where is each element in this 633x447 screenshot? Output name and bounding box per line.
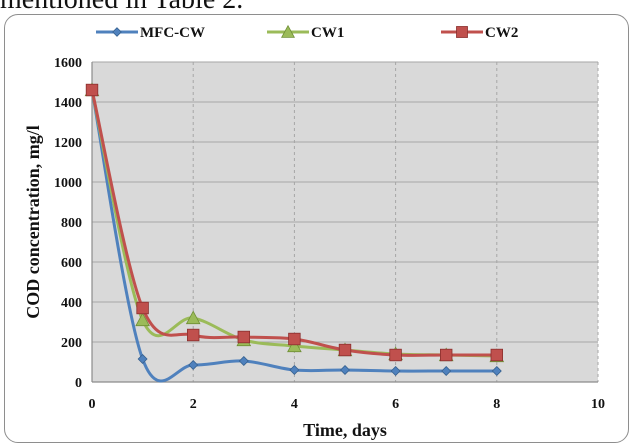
legend-item: CW2 (441, 25, 518, 41)
y-tick-label: 600 (61, 256, 82, 271)
y-tick-label: 1600 (54, 56, 82, 71)
y-axis-label: COD concentration, mg/l (23, 125, 43, 318)
data-point (441, 366, 452, 376)
y-tick-label: 1000 (54, 176, 82, 191)
data-point (186, 328, 200, 342)
legend-marker (112, 27, 122, 37)
y-tick-label: 400 (61, 296, 82, 311)
x-axis-label: Time, days (303, 420, 387, 440)
data-point (289, 365, 300, 375)
data-point (491, 366, 502, 376)
legend-label: MFC-CW (140, 25, 205, 41)
series-line (90, 88, 499, 357)
tick-labels: 0 200 400 600 800 1000 1200 1400 1600 0 2 4 6 8 10 (54, 56, 605, 412)
data-point (287, 338, 302, 353)
y-tick-label: 800 (61, 216, 82, 231)
x-tick-label: 10 (591, 397, 605, 412)
data-point (85, 83, 99, 97)
data-point (135, 312, 150, 327)
axes (91, 62, 598, 383)
data-point (188, 360, 199, 370)
series-line (90, 88, 499, 383)
y-tick-label: 1200 (54, 136, 82, 151)
data-point (490, 348, 504, 362)
x-tick-label: 4 (291, 397, 298, 412)
legend: MFC-CW CW1 CW2 (96, 24, 518, 41)
legend-label: CW2 (485, 25, 518, 41)
data-point (137, 354, 148, 364)
legend-item: MFC-CW (96, 25, 205, 41)
gridlines (92, 61, 599, 382)
data-point (439, 348, 453, 362)
x-tick-label: 0 (89, 397, 96, 412)
data-point (288, 332, 301, 346)
data-point (136, 301, 149, 315)
series-cw2 (85, 83, 504, 362)
legend-item: CW1 (267, 24, 344, 41)
data-point (185, 310, 201, 325)
caption-fragment: mentioned in Table 2. (0, 0, 243, 16)
data-point (237, 330, 251, 344)
y-tick-label: 1400 (54, 96, 82, 111)
data-point (238, 356, 249, 366)
x-tick-label: 6 (392, 397, 399, 412)
legend-marker (456, 26, 468, 38)
data-point (389, 348, 402, 362)
legend-marker (281, 24, 295, 38)
series-layer (84, 82, 505, 383)
legend-label: CW1 (311, 25, 344, 41)
data-point (338, 343, 352, 357)
x-tick-label: 8 (493, 397, 500, 412)
data-point (340, 365, 350, 375)
data-point (390, 366, 401, 376)
x-tick-label: 2 (190, 397, 197, 412)
y-tick-label: 0 (75, 376, 82, 391)
y-tick-label: 200 (61, 336, 82, 351)
